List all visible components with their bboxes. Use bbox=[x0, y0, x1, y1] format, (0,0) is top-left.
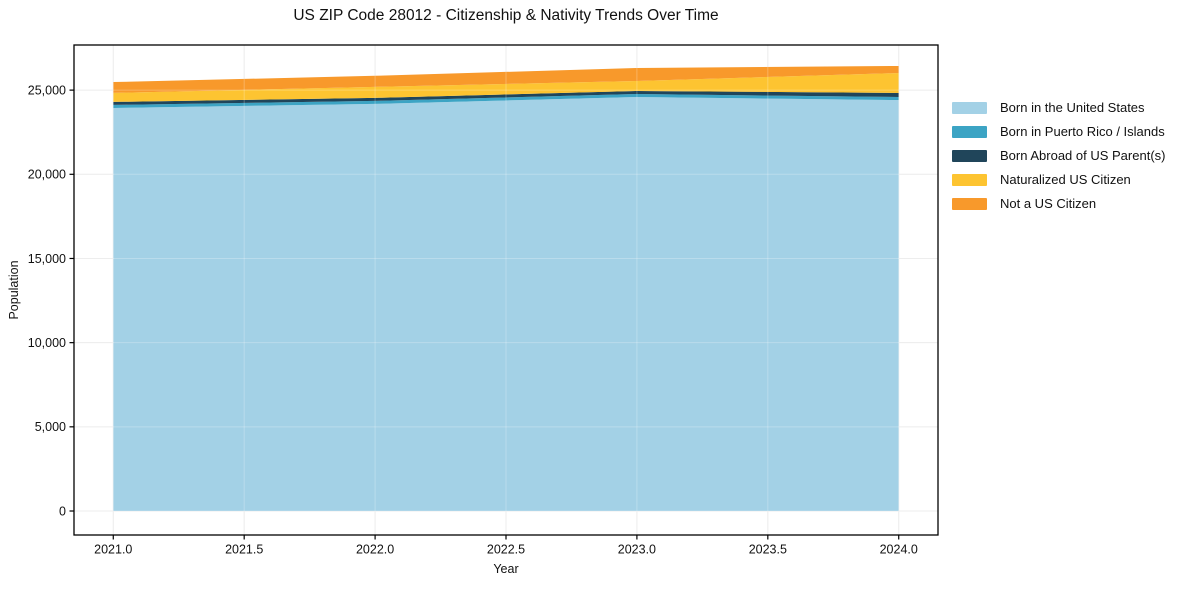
legend-label: Not a US Citizen bbox=[1000, 196, 1097, 211]
area-not-a-us-citizen bbox=[113, 65, 899, 93]
area-born-abroad-of-us-parent-s bbox=[113, 90, 899, 105]
x-tick-label: 2023.0 bbox=[618, 543, 656, 557]
legend-swatch-icon bbox=[952, 125, 987, 138]
legend-item-naturalized-us-citizen: Naturalized US Citizen bbox=[952, 173, 1165, 186]
x-tick-label: 2024.0 bbox=[880, 543, 918, 557]
legend-swatch-icon bbox=[952, 197, 987, 210]
x-axis-label: Year bbox=[493, 562, 519, 576]
x-tick-label: 2023.5 bbox=[749, 543, 787, 557]
y-tick-label: 5,000 bbox=[35, 420, 66, 434]
legend-swatch-icon bbox=[952, 173, 987, 186]
legend-label: Naturalized US Citizen bbox=[1000, 172, 1131, 187]
y-tick-label: 10,000 bbox=[28, 336, 66, 350]
legend-item-not-a-us-citizen: Not a US Citizen bbox=[952, 197, 1165, 210]
x-tick-label: 2022.5 bbox=[487, 543, 525, 557]
y-axis-label: Population bbox=[7, 260, 21, 320]
x-tick-label: 2022.0 bbox=[356, 543, 394, 557]
x-tick-label: 2021.5 bbox=[225, 543, 263, 557]
y-tick-label: 25,000 bbox=[28, 83, 66, 97]
x-tick-label: 2021.0 bbox=[94, 543, 132, 557]
area-born-in-the-united-states bbox=[113, 97, 899, 512]
y-tick-label: 15,000 bbox=[28, 252, 66, 266]
y-tick-label: 0 bbox=[59, 504, 66, 518]
chart-legend: Born in the United States Born in Puerto … bbox=[952, 101, 1165, 210]
chart-title: US ZIP Code 28012 - Citizenship & Nativi… bbox=[293, 7, 719, 24]
legend-swatch-icon bbox=[952, 149, 987, 162]
legend-item-born-in-puerto-rico-islands: Born in Puerto Rico / Islands bbox=[952, 125, 1165, 138]
area-born-in-puerto-rico-islands bbox=[113, 93, 899, 108]
legend-item-born-abroad-of-us-parent-s: Born Abroad of US Parent(s) bbox=[952, 149, 1165, 162]
legend-item-born-in-the-united-states: Born in the United States bbox=[952, 101, 1165, 114]
y-tick-label: 20,000 bbox=[28, 168, 66, 182]
legend-label: Born in Puerto Rico / Islands bbox=[1000, 124, 1165, 139]
legend-label: Born Abroad of US Parent(s) bbox=[1000, 148, 1166, 163]
legend-swatch-icon bbox=[952, 101, 987, 114]
legend-label: Born in the United States bbox=[1000, 100, 1145, 115]
area-naturalized-us-citizen bbox=[113, 73, 899, 102]
